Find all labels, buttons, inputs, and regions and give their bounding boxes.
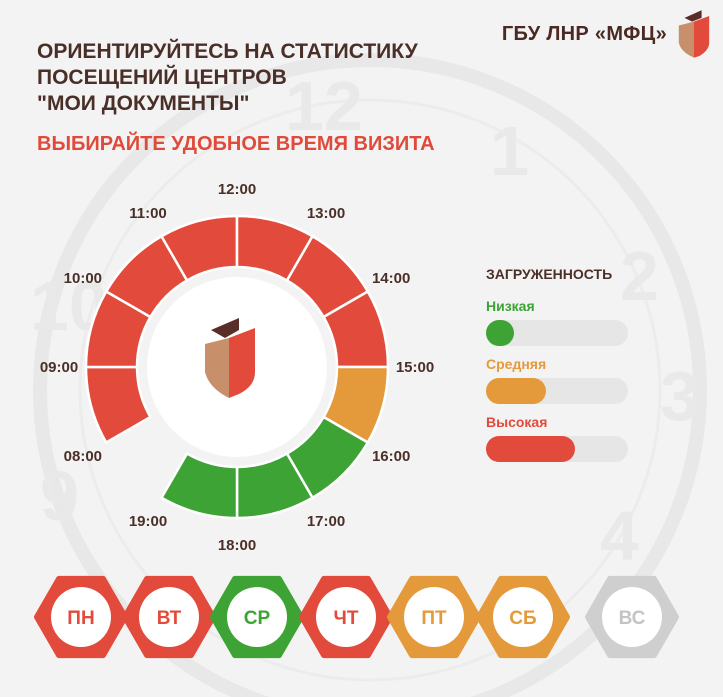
hour-label: 16:00	[372, 448, 410, 465]
day-badge-5: ПТ	[387, 575, 481, 659]
hour-label: 15:00	[396, 359, 434, 376]
hour-label: 14:00	[372, 270, 410, 287]
day-label: СР	[244, 608, 271, 629]
svg-text:4: 4	[600, 497, 639, 575]
hour-label: 13:00	[307, 205, 345, 222]
legend-item-medium: Средняя	[486, 356, 646, 404]
load-bar-track	[486, 436, 628, 462]
headline-line-2: ПОСЕЩЕНИЙ ЦЕНТРОВ	[37, 66, 287, 89]
load-bar-track	[486, 378, 628, 404]
day-label: ПН	[67, 608, 94, 629]
hour-label: 12:00	[218, 181, 256, 198]
svg-text:9: 9	[40, 457, 79, 535]
load-bar-fill	[486, 378, 546, 404]
hour-label: 17:00	[307, 513, 345, 530]
legend-title: ЗАГРУЖЕННОСТЬ	[486, 266, 613, 282]
subheadline: ВЫБИРАЙТЕ УДОБНОЕ ВРЕМЯ ВИЗИТА	[37, 133, 435, 155]
legend-item-high: Высокая	[486, 414, 646, 462]
day-badge-4: ЧТ	[299, 575, 393, 659]
day-inner-disc	[404, 587, 464, 647]
day-inner-disc	[139, 587, 199, 647]
day-badge-7: ВС	[585, 575, 679, 659]
mfc-logo-icon	[678, 10, 710, 58]
day-badge-3: СР	[210, 575, 304, 659]
hour-label: 10:00	[64, 270, 102, 287]
svg-text:3: 3	[660, 357, 699, 435]
hour-label: 09:00	[40, 359, 78, 376]
legend-label: Высокая	[486, 414, 548, 430]
hour-label: 18:00	[218, 537, 256, 554]
legend-item-low: Низкая	[486, 298, 646, 346]
load-bar-fill	[486, 436, 576, 462]
headline: ОРИЕНТИРУЙТЕСЬ НА СТАТИСТИКУ ПОСЕЩЕНИЙ Ц…	[37, 39, 418, 117]
load-bar-track	[486, 320, 628, 346]
svg-text:12: 12	[285, 67, 363, 145]
day-inner-disc	[493, 587, 553, 647]
day-badge-6: СБ	[476, 575, 570, 659]
day-label: ПТ	[421, 608, 447, 629]
legend: ЗАГРУЖЕННОСТЬ Низкая Средняя Высокая	[486, 266, 646, 472]
hour-label: 08:00	[64, 448, 102, 465]
brand-name: ГБУ ЛНР «МФЦ»	[501, 22, 667, 45]
day-label: СБ	[509, 608, 536, 629]
legend-label: Низкая	[486, 298, 535, 314]
day-badge-2: ВТ	[122, 575, 216, 659]
day-label: ВТ	[157, 608, 182, 629]
svg-text:1: 1	[490, 112, 529, 190]
day-label: ЧТ	[334, 608, 359, 629]
day-label: ВС	[619, 608, 646, 629]
hour-label: 19:00	[129, 513, 167, 530]
svg-text:2: 2	[620, 237, 659, 315]
load-dial: 08:00 09:00 10:00 11:00 12:00 13:00 14:00 15:00…	[40, 181, 434, 554]
headline-line-1: ОРИЕНТИРУЙТЕСЬ НА СТАТИСТИКУ	[37, 40, 418, 63]
dial-segment-1800-low	[159, 451, 239, 520]
day-inner-disc	[602, 587, 662, 647]
day-badge-1: ПН	[34, 575, 128, 659]
headline-line-3: "МОИ ДОКУМЕНТЫ"	[37, 92, 250, 115]
day-inner-disc	[316, 587, 376, 647]
hour-label: 11:00	[129, 205, 167, 222]
legend-label: Средняя	[486, 356, 547, 372]
day-inner-disc	[227, 587, 287, 647]
mfc-center-icon	[205, 318, 255, 398]
day-inner-disc	[51, 587, 111, 647]
brand: ГБУ ЛНР «МФЦ»	[502, 10, 713, 58]
load-bar-fill	[486, 320, 515, 346]
